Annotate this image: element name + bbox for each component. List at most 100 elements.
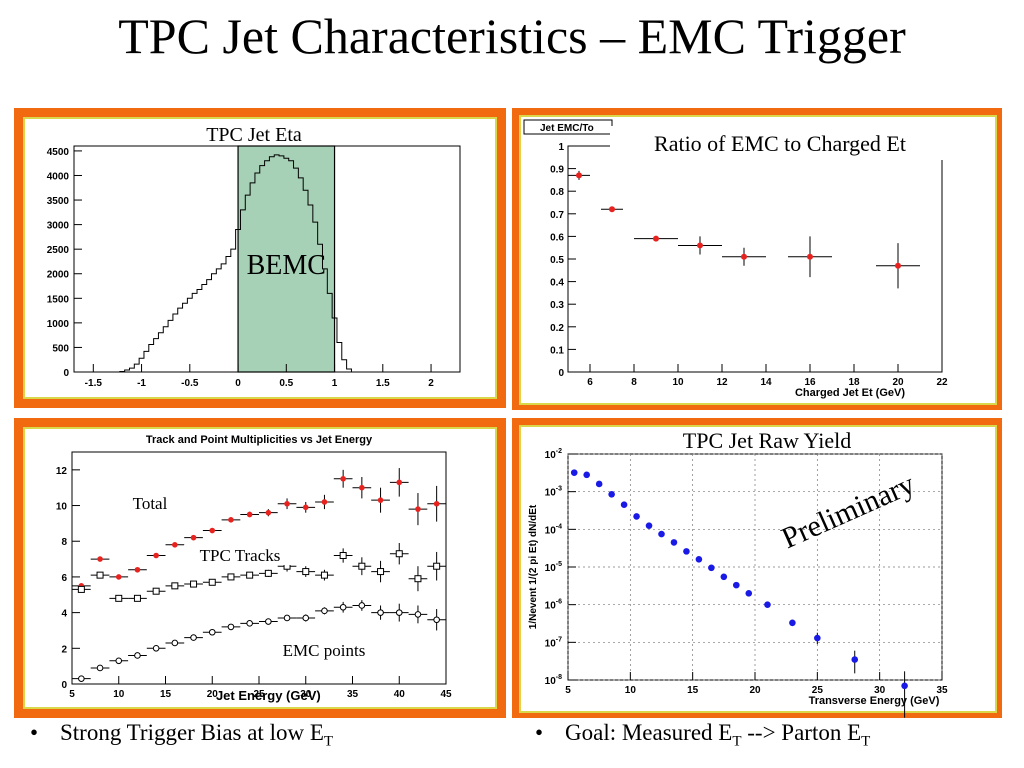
bemc-band: [237, 145, 336, 373]
x-tick-label: 45: [440, 689, 452, 700]
data-point-emc: [395, 609, 403, 616]
x-tick-label: 0.5: [279, 378, 293, 389]
title-bg: [610, 126, 946, 160]
label-total: Total: [133, 494, 168, 513]
data-point-tpc: [227, 573, 235, 581]
data-point-emc: [96, 664, 104, 672]
data-point-total: [228, 517, 234, 523]
y-tick-exponent: -6: [556, 599, 562, 606]
data-point-total: [396, 479, 403, 486]
data-point-tpc: [358, 562, 366, 570]
x-tick-label: 30: [874, 685, 886, 696]
data-point: [609, 206, 615, 213]
data-point-emc: [115, 657, 123, 665]
bullet-right-mid: --> Parton E: [741, 720, 862, 745]
data-point: [576, 172, 582, 179]
data-point-total: [97, 556, 103, 562]
data-point-emc: [302, 614, 310, 622]
y-tick-label: 1: [558, 142, 564, 153]
data-point: [851, 656, 859, 663]
chart-title: TPC Jet Eta: [206, 124, 302, 146]
x-tick-label: 25: [253, 689, 265, 700]
data-point-emc: [227, 623, 235, 631]
data-point: [583, 471, 590, 479]
data-point-emc: [78, 675, 85, 682]
x-tick-label: 10: [625, 685, 637, 696]
x-tick-label: 5: [69, 689, 75, 700]
bullet-right-text: Goal: Measured E: [565, 720, 733, 745]
x-tick-label: 20: [207, 689, 219, 700]
y-tick-label: 1500: [47, 294, 70, 305]
data-point-emc: [190, 634, 197, 641]
data-point-tpc: [190, 580, 198, 588]
x-axis-label: Charged Jet Et (GeV): [795, 387, 905, 399]
data-point-tpc: [414, 575, 422, 583]
data-point-total: [209, 527, 216, 534]
data-point-tpc: [96, 571, 104, 579]
data-point: [620, 501, 628, 509]
y-tick-label: 2000: [47, 270, 70, 281]
data-point-total: [153, 552, 159, 559]
chart-title: Track and Point Multiplicities vs Jet En…: [146, 434, 373, 446]
chart-emc-ratio: Jet EMC/To Ratio of EMC to Charged Et 0 0.1…: [519, 115, 997, 405]
x-tick-label: 15: [687, 685, 699, 696]
data-point-emc: [171, 639, 179, 647]
data-point: [764, 601, 771, 608]
data-point: [741, 253, 747, 260]
x-tick-label: 1: [332, 378, 338, 389]
inner-canvas: [519, 115, 997, 405]
bullet-right-sub2: T: [861, 733, 871, 750]
y-tick-label: 3500: [47, 196, 70, 207]
data-point-emc: [208, 628, 216, 636]
y-tick-label: 0.5: [550, 255, 564, 266]
x-tick-label: 20: [892, 377, 904, 388]
y-tick-label: 500: [52, 343, 69, 354]
data-point: [683, 548, 690, 555]
bullet-right: • Goal: Measured ET --> Parton ET: [535, 720, 870, 751]
x-tick-label: 25: [812, 685, 824, 696]
data-point-emc: [246, 620, 253, 627]
data-point-total: [284, 500, 290, 507]
x-axis-label: Jet Energy (GeV): [216, 688, 321, 703]
plot-frame: [73, 145, 461, 373]
y-tick-label: 0.9: [550, 165, 564, 176]
data-point: [653, 235, 659, 242]
y-tick-label: 4: [61, 609, 67, 620]
x-tick-label: 14: [760, 377, 772, 388]
y-tick-label: 0.4: [550, 278, 564, 289]
data-point-tpc: [302, 568, 310, 576]
data-point: [807, 253, 813, 260]
data-point-tpc: [208, 578, 216, 586]
data-point-tpc: [246, 571, 254, 579]
data-point-tpc: [152, 587, 160, 595]
data-point-total: [415, 506, 421, 512]
y-tick-label: 0.1: [550, 345, 564, 356]
x-tick-label: -1: [137, 378, 146, 389]
bemc-label: BEMC: [247, 250, 326, 281]
x-tick-label: 22: [936, 377, 948, 388]
y-tick-label: 0: [558, 368, 564, 379]
y-tick-label: 0: [63, 368, 69, 379]
bullet-left-text: Strong Trigger Bias at low E: [60, 720, 324, 745]
y-tick-exponent: -4: [556, 523, 562, 530]
data-point-emc: [265, 618, 272, 625]
y-tick-label: 10: [56, 502, 68, 513]
bullet-left: • Strong Trigger Bias at low ET: [30, 720, 333, 751]
data-point-total: [302, 504, 309, 511]
x-tick-label: 12: [716, 377, 728, 388]
label-tpc: TPC Tracks: [200, 546, 281, 565]
data-point-total: [134, 566, 141, 573]
x-tick-label: 2: [428, 378, 434, 389]
x-tick-label: 5: [565, 685, 571, 696]
y-tick-label: 0.6: [550, 232, 564, 243]
y-tick-label: 0: [61, 680, 67, 691]
panel-jet-eta: TPC Jet Eta 0 500 1000 1500 2000 2500 3000 3500 4…: [14, 108, 506, 408]
data-point-tpc: [115, 594, 123, 602]
data-point-total: [172, 542, 178, 548]
x-tick-label: 15: [160, 689, 172, 700]
x-tick-label: 16: [804, 377, 816, 388]
data-point-tpc: [133, 594, 141, 602]
x-tick-label: 35: [936, 685, 948, 696]
chart-raw-yield: TPC Jet Raw Yield10-810-710-610-510-410-…: [519, 425, 997, 718]
data-point: [633, 513, 640, 520]
